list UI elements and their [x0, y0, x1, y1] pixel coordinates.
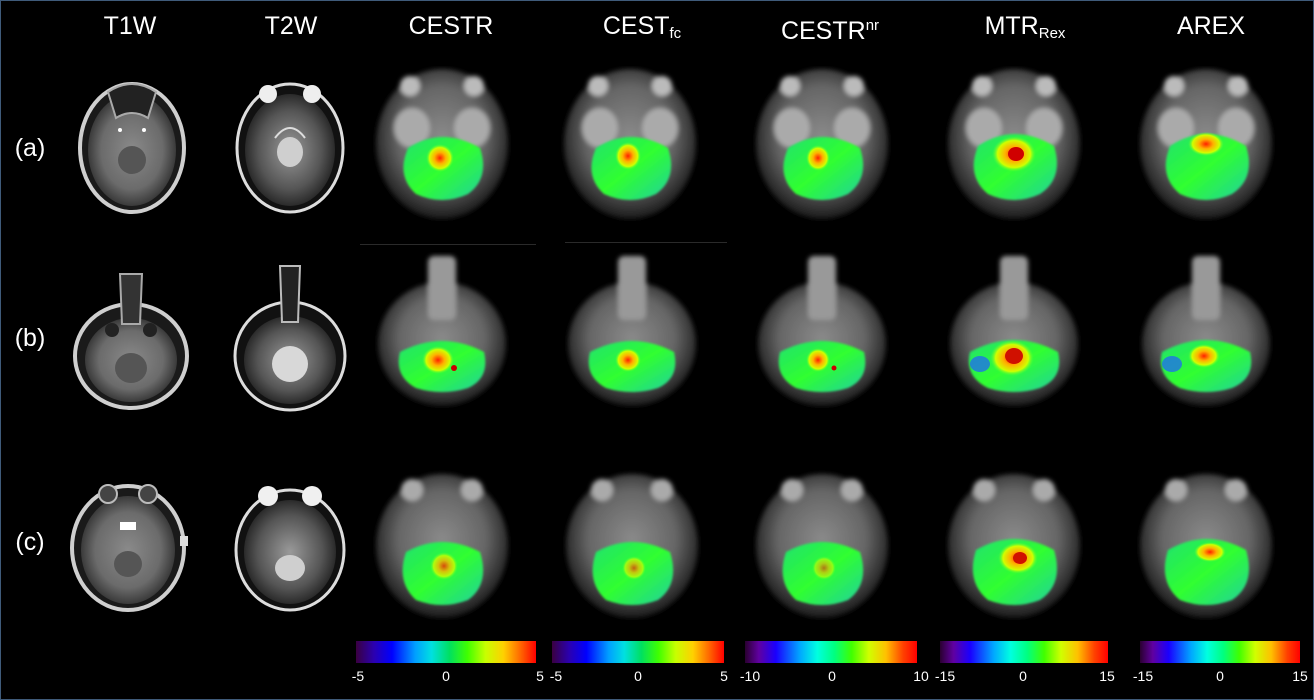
colorbar-mtrrex	[940, 641, 1108, 663]
cest-map-mtrrex-a	[944, 66, 1084, 226]
column-header-cestr-text: CESTR	[408, 12, 494, 40]
cest-map-mtrrex-c	[944, 468, 1084, 628]
column-header-cestrnr-base: CESTR	[780, 17, 866, 45]
cest-map-arex-a	[1136, 66, 1276, 226]
column-header-t2w: T2W	[203, 10, 379, 42]
colorbar-cestfc-mid: 0	[634, 668, 642, 684]
column-header-cestrnr-sup: nr	[865, 17, 880, 34]
colorbar-cestrnr-max: 10	[913, 668, 929, 684]
cest-map-cestr-a	[372, 66, 512, 226]
column-header-t1w: T1W	[42, 10, 218, 42]
cest-map-cestfc-c	[562, 468, 702, 628]
colorbar-cestfc-min: -5	[549, 668, 563, 684]
colorbar-cestr-max: 5	[536, 668, 544, 684]
colorbar-cestr-mid: 0	[442, 668, 450, 684]
column-header-mtrrex-sub: Rex	[1038, 25, 1066, 42]
mri-t2w-b	[232, 262, 348, 414]
column-header-cestfc: CESTfc	[554, 10, 730, 50]
column-header-mtrrex: MTRRex	[937, 10, 1113, 50]
cest-map-cestr-b	[372, 252, 512, 412]
mri-t1w-c	[70, 478, 190, 612]
cest-map-arex-b	[1136, 252, 1276, 412]
mri-t2w-a	[235, 78, 345, 214]
column-header-cestrnr: CESTRnr	[742, 10, 918, 47]
cest-map-cestrnr-a	[752, 66, 892, 226]
colorbar-cestr	[356, 641, 536, 663]
mri-t2w-c	[234, 480, 346, 612]
colorbar-cestfc-max: 5	[720, 668, 728, 684]
colorbar-cestrnr-min: -10	[739, 668, 761, 684]
column-header-arex: AREX	[1123, 10, 1299, 42]
mri-t1w-b	[72, 268, 190, 412]
column-header-t2w-text: T2W	[264, 12, 318, 40]
column-header-cestfc-base: CEST	[602, 12, 670, 40]
divider	[565, 242, 727, 243]
cest-map-mtrrex-b	[944, 252, 1084, 412]
colorbar-cestrnr	[745, 641, 917, 663]
column-header-cestfc-sub: fc	[669, 25, 682, 42]
colorbar-cestrnr-mid: 0	[828, 668, 836, 684]
divider	[360, 244, 536, 245]
colorbar-cestr-min: -5	[351, 668, 365, 684]
column-header-t1w-text: T1W	[103, 12, 157, 40]
colorbar-arex-mid: 0	[1216, 668, 1224, 684]
colorbar-cestfc	[552, 641, 724, 663]
row-label-c: (c)	[15, 528, 45, 556]
column-header-arex-text: AREX	[1176, 12, 1246, 40]
colorbar-arex	[1140, 641, 1300, 663]
mri-t1w-a	[78, 78, 186, 214]
colorbar-arex-max: 15	[1292, 668, 1308, 684]
cest-map-cestr-c	[372, 468, 512, 628]
colorbar-arex-min: -15	[1132, 668, 1154, 684]
column-header-cestr: CESTR	[363, 10, 539, 42]
cest-map-cestfc-b	[562, 252, 702, 412]
colorbar-mtrrex-mid: 0	[1019, 668, 1027, 684]
cest-map-cestrnr-c	[752, 468, 892, 628]
row-label-a: (a)	[14, 134, 46, 162]
cest-map-cestfc-a	[560, 66, 700, 226]
colorbar-mtrrex-max: 15	[1099, 668, 1115, 684]
column-header-mtrrex-base: MTR	[984, 12, 1039, 40]
colorbar-mtrrex-min: -15	[934, 668, 956, 684]
row-label-b: (b)	[14, 324, 46, 352]
cest-map-arex-c	[1136, 468, 1276, 628]
cest-map-cestrnr-b	[752, 252, 892, 412]
